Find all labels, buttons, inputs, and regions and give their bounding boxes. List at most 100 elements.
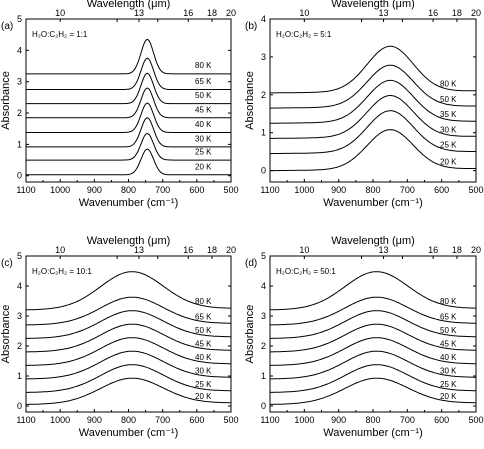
- top-tick-label: 13: [379, 8, 389, 18]
- series-label: 40 K: [195, 353, 212, 362]
- y-tick-label: 3: [261, 311, 266, 321]
- x-tick-label: 1100: [16, 185, 35, 195]
- series-line: [26, 350, 231, 380]
- series-label: 80 K: [195, 297, 212, 306]
- series-line: [25, 271, 231, 311]
- panel-label: (a): [1, 21, 13, 32]
- series-label: 35 K: [440, 110, 457, 119]
- series-label: 30 K: [195, 134, 212, 143]
- x-tick-label: 900: [331, 415, 346, 425]
- top-tick-label: 18: [452, 245, 462, 255]
- inset-label: H₂O:C₂H₂ = 10:1: [32, 267, 92, 276]
- x-axis-title: Wavenumber (cm⁻¹): [79, 427, 179, 439]
- top-axis-title: Wavelength (μm): [87, 235, 171, 247]
- x-tick-label: 500: [223, 415, 238, 425]
- x-tick-label: 800: [365, 185, 380, 195]
- y-tick-label: 1: [17, 371, 22, 381]
- y-axis-title: Absorbance: [0, 305, 12, 364]
- y-tick-label: 2: [261, 341, 266, 351]
- top-tick-label: 18: [207, 245, 217, 255]
- x-tick-label: 700: [155, 415, 170, 425]
- top-tick-label: 16: [428, 8, 438, 18]
- x-tick-label: 900: [87, 415, 102, 425]
- series-line: [270, 95, 476, 139]
- x-tick-label: 1000: [294, 185, 314, 195]
- x-tick-label: 1000: [50, 415, 70, 425]
- top-tick-label: 20: [471, 245, 481, 255]
- x-tick-label: 600: [189, 415, 204, 425]
- top-tick-label: 10: [55, 245, 65, 255]
- x-tick-label: 1100: [16, 415, 35, 425]
- x-tick-label: 500: [468, 185, 483, 195]
- series-line: [26, 38, 231, 75]
- top-tick-label: 20: [226, 8, 236, 18]
- panel-label: (c): [1, 258, 13, 269]
- series-line: [270, 110, 476, 155]
- inset-label: H₂O:C₂H₂ = 1:1: [32, 30, 88, 39]
- x-tick-label: 1100: [260, 415, 279, 425]
- x-tick-label: 1100: [260, 185, 279, 195]
- series-label: 20 K: [195, 163, 212, 172]
- y-tick-label: 4: [17, 281, 22, 291]
- top-tick-label: 13: [134, 8, 144, 18]
- series-line: [26, 72, 231, 105]
- series-label: 25 K: [195, 380, 212, 389]
- series-label: 20 K: [195, 392, 212, 401]
- y-tick-label: 5: [17, 251, 22, 261]
- y-axis-title: Absorbance: [0, 71, 12, 130]
- x-tick-label: 1000: [50, 185, 70, 195]
- x-tick-label: 500: [468, 415, 483, 425]
- series-label: 80 K: [440, 80, 457, 89]
- y-tick-label: 2: [17, 108, 22, 118]
- x-tick-label: 1000: [294, 415, 314, 425]
- series-line: [26, 296, 231, 326]
- y-tick-label: 5: [261, 251, 266, 261]
- y-tick-label: 0: [17, 171, 22, 181]
- top-tick-label: 16: [183, 245, 193, 255]
- x-tick-label: 600: [434, 185, 449, 195]
- y-tick-label: 4: [17, 45, 22, 55]
- panel-label: (d): [245, 258, 257, 269]
- series-label: 30 K: [195, 367, 212, 376]
- series-label: 50 K: [440, 326, 457, 335]
- x-axis-title: Wavenumber (cm⁻¹): [79, 197, 179, 209]
- y-tick-label: 1: [17, 139, 22, 149]
- y-tick-label: 2: [17, 341, 22, 351]
- y-tick-label: 0: [261, 401, 266, 411]
- x-tick-label: 700: [400, 415, 415, 425]
- y-tick-label: 4: [261, 14, 266, 24]
- series-label: 50 K: [195, 91, 212, 100]
- x-tick-label: 700: [400, 185, 415, 195]
- panel-a: 1100 1000 900 800 700 600 500 10 13 16 18 20 0 1 2 3 4 5 W…: [0, 0, 239, 209]
- top-tick-label: 18: [452, 8, 462, 18]
- series-line: [26, 310, 231, 339]
- x-tick-label: 800: [365, 415, 380, 425]
- series-label: 50 K: [440, 95, 457, 104]
- y-axis-title: Absorbance: [244, 71, 256, 130]
- series-line: [269, 271, 476, 311]
- series-line: [270, 364, 476, 393]
- series-line: [26, 148, 231, 176]
- series-label: 30 K: [440, 125, 457, 134]
- series-line: [270, 337, 476, 366]
- series-label: 20 K: [440, 158, 457, 167]
- series-label: 45 K: [195, 340, 212, 349]
- series-label: 80 K: [440, 297, 457, 306]
- y-tick-label: 5: [17, 14, 22, 24]
- x-tick-label: 900: [331, 185, 346, 195]
- y-tick-label: 4: [261, 281, 266, 291]
- x-axis-title: Wavenumber (cm⁻¹): [323, 197, 423, 209]
- series-line: [270, 129, 476, 172]
- series-line: [26, 102, 231, 133]
- series-label: 80 K: [195, 61, 212, 70]
- series-line: [270, 350, 476, 380]
- series-label: 25 K: [195, 148, 212, 157]
- series-label: 65 K: [440, 313, 457, 322]
- panel-c: 1100 1000 900 800 700 600 500 10 13 16 18 20 0 1 2 3 4 5 W…: [0, 235, 239, 439]
- series-line: [270, 296, 476, 326]
- top-tick-label: 10: [55, 8, 65, 18]
- y-tick-label: 0: [261, 166, 266, 176]
- top-tick-label: 18: [207, 8, 217, 18]
- top-tick-label: 20: [471, 8, 481, 18]
- series-label: 40 K: [195, 120, 212, 129]
